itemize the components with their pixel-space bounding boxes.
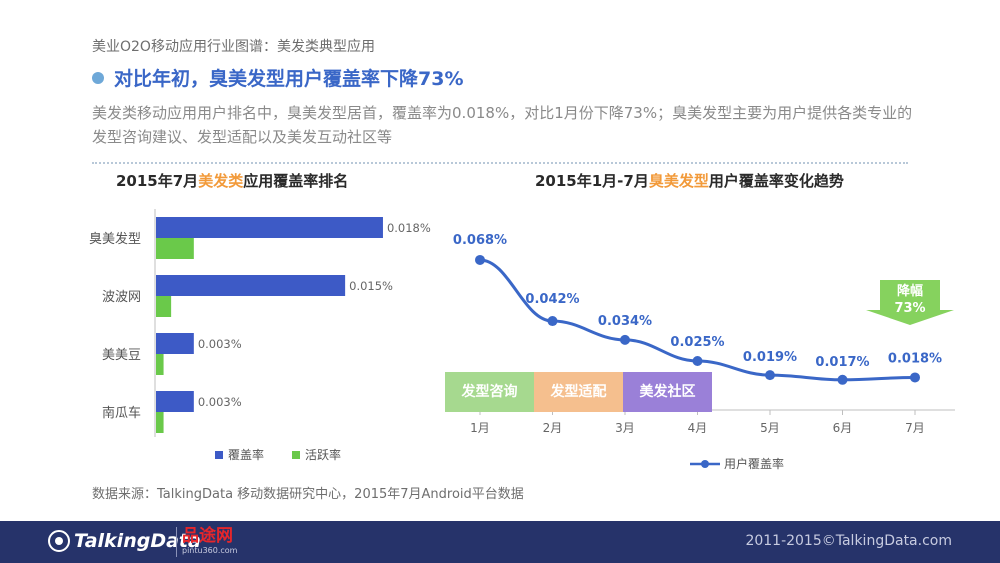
legend-item-activity: 活跃率 [292, 446, 341, 463]
coverage-value-label: 0.003% [198, 337, 242, 351]
coverage-point-label: 0.025% [670, 335, 724, 350]
partner-url: pintu360.com [182, 546, 238, 555]
legend-item-coverage: 覆盖率 [215, 446, 264, 463]
bar-chart-legend: 覆盖率 活跃率 [215, 446, 341, 463]
coverage-bar-chart: 臭美发型 0.018% 波波网 0.015% 美美豆 0.003% 南瓜车 0.003% [89, 209, 431, 437]
talkingdata-logo-icon [48, 530, 70, 552]
page-title: 对比年初，臭美发型用户覆盖率下降73% [114, 68, 464, 90]
feature-tag-consult: 发型咨询 [445, 372, 534, 412]
description-text: 美发类移动应用用户排名中，臭美发型居首，覆盖率为0.018%，对比1月份下降73… [92, 104, 913, 146]
dotted-divider [92, 162, 908, 164]
x-tick-label: 1月 [470, 421, 490, 435]
coverage-point-label: 0.019% [743, 350, 797, 365]
coverage-point [547, 316, 558, 327]
bar-category-label: 美美豆 [102, 348, 141, 363]
talkingdata-logo: TalkingData [48, 530, 201, 552]
coverage-point [765, 370, 775, 381]
line-chart-title-prefix: 2015年1月-7月 [535, 172, 649, 190]
coverage-point-label: 0.068% [453, 233, 507, 248]
legend-label-user-coverage: 用户覆盖率 [724, 457, 785, 471]
x-tick-label: 7月 [905, 421, 925, 435]
down-arrow-icon [866, 280, 954, 325]
bar-category-label: 波波网 [102, 290, 141, 305]
bar-category-label: 南瓜车 [102, 405, 141, 421]
activity-bar [156, 238, 194, 259]
talkingdata-logo-text: TalkingData [74, 530, 201, 552]
bar-chart-title: 2015年7月美发类应用覆盖率排名 [116, 170, 348, 191]
bar-chart-title-suffix: 应用覆盖率排名 [243, 172, 349, 190]
footer-separator [176, 527, 177, 557]
coverage-value-label: 0.003% [198, 395, 242, 409]
legend-line-marker-icon [690, 459, 720, 468]
coverage-point [692, 356, 703, 366]
coverage-line-chart: 1月 2月 3月 4月 5月 6月 7月 0.068% 0.042% 0.034% 0.025% 0.… [445, 233, 955, 435]
headline-bullet-icon [92, 72, 104, 84]
legend-swatch-coverage [215, 450, 223, 459]
decline-badge-value: 73% [894, 301, 926, 316]
decline-badge-label: 降幅 [896, 284, 923, 299]
activity-bar [156, 296, 172, 317]
legend-label-coverage: 覆盖率 [228, 448, 265, 462]
bar-chart-title-highlight: 美发类 [198, 172, 244, 190]
coverage-value-label: 0.015% [349, 279, 393, 293]
activity-bar [156, 412, 164, 433]
coverage-bar [156, 391, 194, 412]
coverage-point-label: 0.042% [525, 292, 579, 307]
legend-label-activity: 活跃率 [305, 448, 342, 462]
x-tick-label: 3月 [615, 421, 635, 435]
partner-name: 品途网 [182, 526, 233, 546]
line-chart-title: 2015年1月-7月臭美发型用户覆盖率变化趋势 [535, 170, 844, 191]
partner-logo: 品途网 pintu360.com [182, 526, 237, 556]
x-tick-label: 4月 [688, 421, 708, 435]
bar-chart-title-prefix: 2015年7月 [116, 172, 199, 190]
feature-tag-fit: 发型适配 [534, 372, 623, 412]
line-chart-title-highlight: 臭美发型 [648, 172, 709, 190]
line-chart-legend: 用户覆盖率 [690, 455, 784, 472]
coverage-bar [156, 275, 346, 296]
coverage-point-label: 0.034% [598, 314, 652, 329]
copyright-text: 2011-2015©TalkingData.com [745, 533, 952, 549]
line-chart-title-suffix: 用户覆盖率变化趋势 [708, 172, 844, 190]
coverage-point [475, 254, 485, 265]
feature-tags: 发型咨询 发型适配 美发社区 [445, 372, 712, 412]
coverage-bar [156, 333, 194, 354]
coverage-point [620, 334, 630, 345]
breadcrumb: 美业O2O移动应用行业图谱：美发类典型应用 [92, 39, 375, 55]
legend-swatch-activity [292, 450, 301, 459]
coverage-point [910, 372, 920, 383]
x-tick-label: 2月 [543, 421, 563, 435]
data-source-note: 数据来源：TalkingData 移动数据研究中心，2015年7月Android… [92, 487, 524, 502]
bar-category-label: 臭美发型 [89, 231, 141, 247]
x-tick-label: 6月 [833, 421, 853, 435]
coverage-point [837, 374, 848, 385]
activity-bar [156, 354, 164, 375]
coverage-value-label: 0.018% [387, 221, 431, 235]
x-tick-label: 5月 [760, 421, 780, 435]
decline-badge: 降幅 73% [866, 280, 954, 325]
feature-tag-community: 美发社区 [623, 372, 712, 412]
coverage-point-label: 0.018% [888, 351, 942, 366]
coverage-point-label: 0.017% [815, 355, 869, 370]
footer-bar: TalkingData 品途网 pintu360.com 2011-2015©T… [0, 521, 1000, 563]
coverage-bar [156, 217, 383, 238]
